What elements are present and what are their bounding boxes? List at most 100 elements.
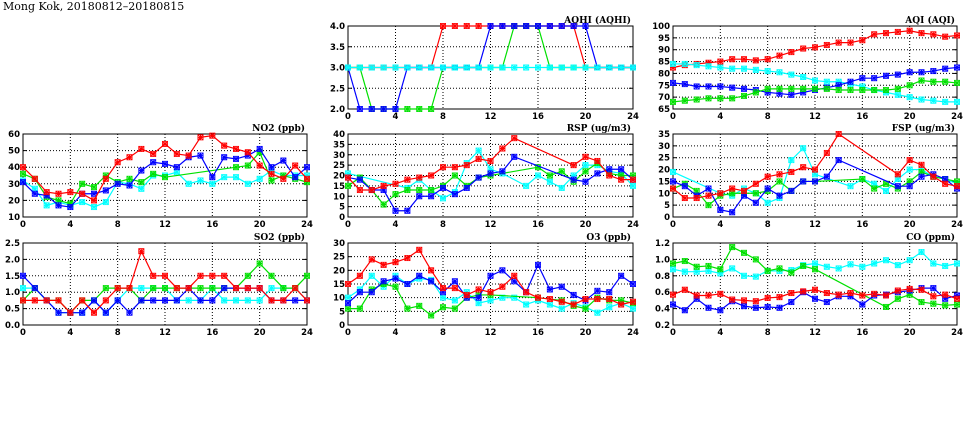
y-tick-label: 5 [339,203,345,213]
marker-asterisk [91,190,97,197]
data-point [823,41,830,48]
data-point [764,68,771,75]
marker-asterisk [392,191,399,198]
data-point [800,45,807,52]
marker-asterisk [800,263,807,269]
marker-asterisk [681,258,688,264]
data-point [268,272,275,279]
data-point [67,309,74,316]
marker-asterisk [954,98,960,105]
marker-asterisk [304,164,310,171]
marker-asterisk [31,185,38,192]
marker-asterisk [800,89,807,96]
data-point [883,30,890,37]
marker-asterisk [451,164,458,171]
marker-asterisk [705,192,712,199]
marker-asterisk [942,176,949,183]
data-point [244,297,251,304]
data-point [356,187,363,194]
x-tick-label: 24 [627,112,639,122]
marker-asterisk [812,178,818,185]
y-tick-label: 2.5 [5,239,20,249]
data-point [847,39,854,46]
marker-asterisk [800,288,807,295]
marker-asterisk [570,172,577,179]
data-point [906,285,913,292]
data-point [344,305,351,312]
data-point [681,60,688,67]
y-tick-label: 0 [339,213,345,223]
marker-asterisk [404,207,411,214]
marker-asterisk [752,256,759,263]
y-tick-label: 3.0 [330,64,345,74]
marker-asterisk [416,302,423,309]
marker-asterisk [244,285,251,292]
chart-title: O3 (ppb) [586,232,631,243]
data-point [670,301,677,308]
marker-asterisk [729,190,736,197]
data-point [404,64,411,71]
marker-asterisk [681,286,688,293]
data-point [894,91,901,98]
data-point [594,170,601,177]
data-point [67,189,74,196]
data-point [487,64,494,71]
chart-so2: 0.0 0.5 1.0 1.5 2.0 2.5 0 4 8 12 16 20 24 SO2 (ppb) [5,232,313,338]
data-point [428,278,435,285]
data-point [582,168,589,175]
marker-asterisk [930,173,937,180]
data-point [439,64,446,71]
marker-asterisk [883,180,889,187]
marker-asterisk [594,64,601,71]
marker-asterisk [942,180,949,187]
data-point [344,174,351,181]
data-point [511,22,518,29]
y-tick-label: 50 [8,147,20,157]
data-point [368,289,375,296]
marker-asterisk [752,199,759,206]
data-point [451,305,458,312]
y-tick-label: 0.8 [655,272,670,282]
marker-asterisk [670,260,676,267]
data-point [499,267,506,274]
marker-asterisk [752,66,759,73]
data-point [752,57,759,64]
marker-asterisk [126,285,133,292]
marker-asterisk [752,304,759,311]
marker-asterisk [570,291,577,298]
data-point [55,309,62,316]
data-point [356,106,363,113]
data-point [67,204,74,211]
data-point [764,85,771,92]
data-point [380,261,387,268]
marker-asterisk [681,81,688,88]
data-point [954,301,961,308]
marker-asterisk [835,82,842,89]
data-point [764,303,771,310]
x-tick-label: 4 [393,112,399,122]
marker-asterisk [404,176,411,183]
y-tick-label: 30 [8,180,20,190]
marker-asterisk [558,305,565,312]
plot-frame [672,242,958,326]
marker-asterisk [280,285,287,292]
data-point [368,272,375,279]
marker-asterisk [523,64,530,71]
data-point [43,297,50,304]
marker-asterisk [392,283,399,290]
marker-asterisk [930,285,937,292]
data-point [776,52,783,59]
data-point [523,289,530,296]
data-point [475,64,482,71]
data-point [268,297,275,304]
x-tick-label: 24 [301,328,313,338]
data-point [582,305,589,312]
data-point [487,289,494,296]
data-point [788,168,795,175]
marker-asterisk [55,197,62,204]
data-point [428,64,435,71]
marker-asterisk [800,145,807,152]
data-point [232,174,239,181]
marker-asterisk [380,261,387,268]
marker-asterisk [535,261,541,268]
